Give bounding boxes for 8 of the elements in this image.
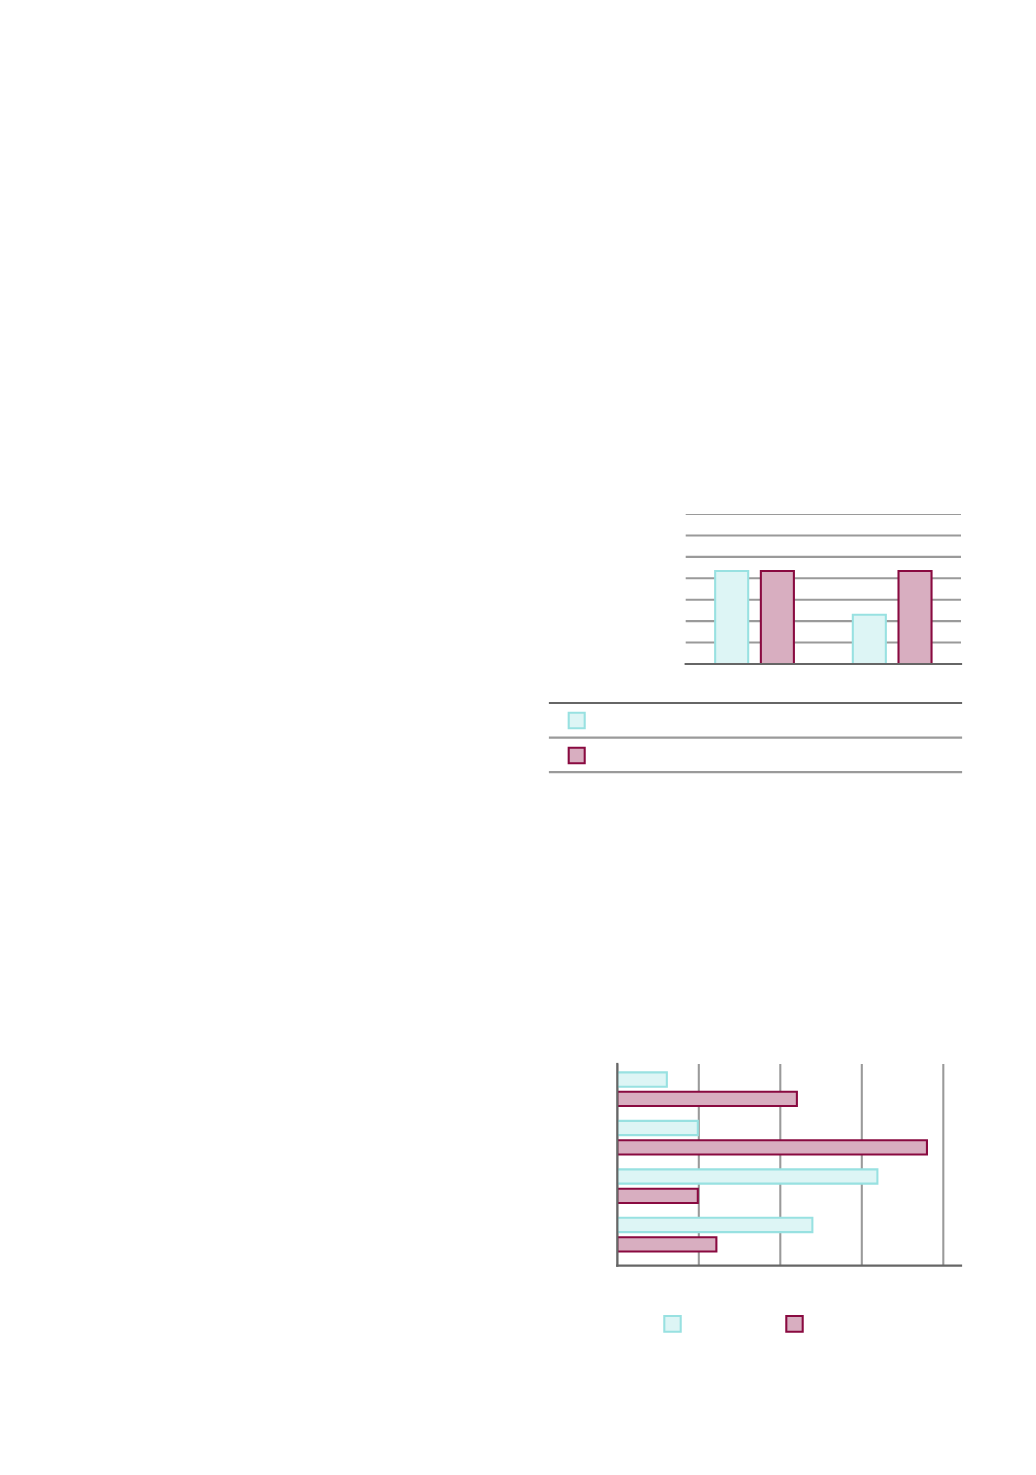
bar [617,1187,699,1205]
bar [617,1236,718,1253]
bar [617,1119,699,1137]
bar [617,1071,668,1088]
bar [617,1090,798,1108]
bar [617,1168,879,1185]
bar [617,1216,814,1234]
bar [617,1139,928,1156]
